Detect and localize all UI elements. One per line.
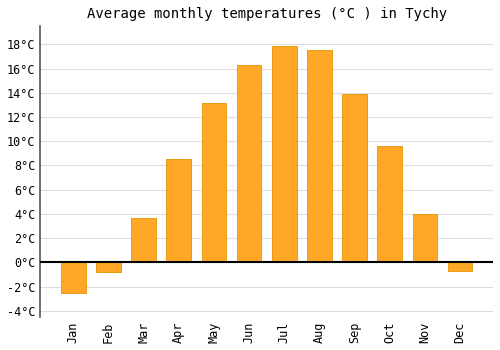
Title: Average monthly temperatures (°C ) in Tychy: Average monthly temperatures (°C ) in Ty… bbox=[86, 7, 446, 21]
Bar bbox=[202, 103, 226, 262]
Bar bbox=[448, 262, 472, 271]
Bar bbox=[131, 218, 156, 262]
Bar bbox=[272, 46, 296, 262]
Bar bbox=[307, 50, 332, 262]
Bar bbox=[342, 94, 367, 262]
Bar bbox=[61, 262, 86, 293]
Bar bbox=[96, 262, 120, 272]
Bar bbox=[166, 160, 191, 262]
Bar bbox=[412, 214, 438, 262]
Bar bbox=[378, 146, 402, 262]
Bar bbox=[237, 65, 262, 262]
